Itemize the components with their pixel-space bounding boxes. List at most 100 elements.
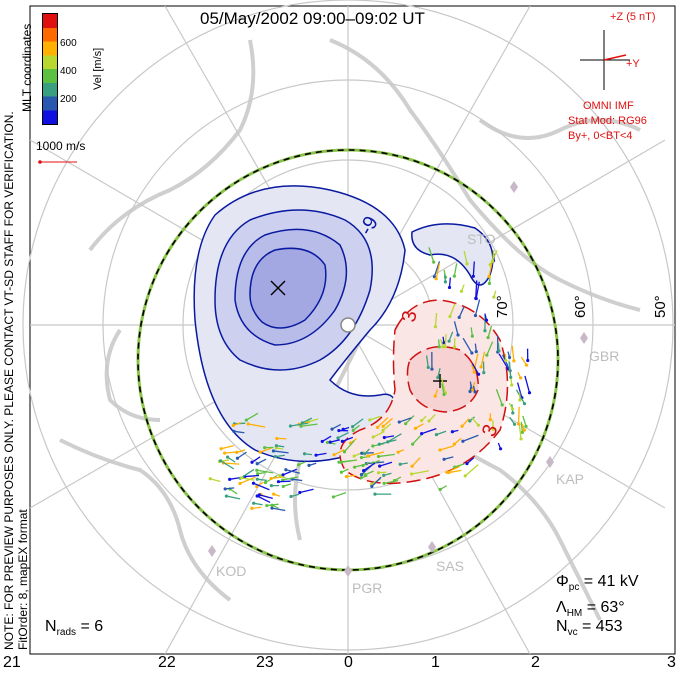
velocity-vector-origin (281, 473, 285, 477)
velocity-vector (256, 458, 267, 465)
velocity-vector (321, 435, 332, 442)
velocity-vector-origin (228, 477, 232, 481)
velocity-vector-origin (320, 439, 324, 444)
mlt-tick-2: 2 (531, 654, 540, 671)
velocity-vector-origin (398, 462, 402, 466)
velocity-vector (441, 378, 447, 394)
velocity-vector-origin (336, 436, 340, 440)
velocity-vector-origin (223, 451, 227, 455)
velocity-vector-origin (373, 492, 377, 496)
velocity-vector (501, 354, 511, 372)
stat-phi-pc: Φpc = 41 kV (556, 573, 639, 594)
hm-boundary (137, 149, 559, 571)
velocity-vector-origin (344, 475, 349, 479)
velocity-vector (520, 421, 523, 433)
velocity-vector-origin (332, 453, 336, 457)
velocity-vector-origin (460, 424, 464, 428)
velocity-vector (516, 382, 523, 398)
velocity-vector-origin (271, 449, 276, 453)
velocity-vectors (208, 247, 532, 512)
velocity-vector-origin (273, 455, 277, 459)
velocity-vector (273, 450, 289, 454)
velocity-vector-origin (339, 460, 343, 464)
station-sas: SAS (436, 558, 465, 574)
velocity-vector-origin (252, 501, 256, 505)
velocity-vector (352, 418, 364, 428)
station-kap: KAP (556, 471, 585, 487)
velocity-vector (448, 277, 451, 288)
velocity-vector (462, 434, 479, 442)
velocity-vector (489, 250, 498, 266)
mlt-tick-1: 1 (431, 654, 440, 671)
velocity-vector-origin (433, 325, 438, 329)
velocity-vector-origin (465, 262, 469, 266)
velocity-vector (371, 476, 382, 487)
imf-z-label: +Z (5 nT) (610, 11, 656, 23)
velocity-vector-origin (359, 473, 364, 477)
velocity-vector-origin (434, 433, 439, 437)
velocity-vector-origin (288, 424, 293, 428)
velocity-vector (444, 334, 447, 347)
stat-n-rads-value: = 6 (80, 618, 104, 635)
velocity-vector-origin (485, 353, 489, 357)
velocity-vector-origin (512, 359, 516, 363)
velocity-vector-origin (328, 440, 332, 444)
velocity-vector (508, 361, 512, 378)
velocity-vector-origin (497, 349, 501, 353)
velocity-vector-origin (404, 422, 408, 426)
velocity-vector (491, 250, 495, 262)
velocity-vector-origin (378, 464, 382, 468)
velocity-vector-origin (459, 289, 464, 293)
velocity-vector (285, 469, 301, 474)
velocity-vector-origin (300, 421, 304, 425)
velocity-vector-origin (476, 423, 480, 427)
negative-cell (193, 185, 494, 463)
imf-model: Stat Mod: RG96 (568, 115, 647, 127)
velocity-vector-origin (473, 313, 478, 318)
velocity-vector-origin (500, 403, 504, 407)
velocity-vector-origin (483, 329, 487, 333)
velocity-vector (383, 479, 399, 485)
velocity-vector-origin (442, 392, 446, 397)
velocity-vector-origin (432, 260, 436, 264)
velocity-vector (448, 331, 454, 342)
velocity-vector-origin (342, 450, 347, 454)
velocity-vector (425, 355, 429, 368)
velocity-vector-origin (447, 285, 452, 290)
velocity-vector (471, 417, 479, 426)
velocity-vector-origin (420, 431, 424, 436)
velocity-vector (384, 435, 395, 439)
velocity-vector-origin (351, 425, 355, 429)
fitorder-note: FitOrder: 8, mapEX format (16, 509, 30, 650)
velocity-vector (256, 469, 274, 474)
velocity-vector (387, 433, 402, 443)
velocity-vector (454, 463, 465, 468)
velocity-vector-origin (473, 390, 477, 394)
velocity-vector-origin (470, 388, 474, 392)
velocity-vector-origin (438, 448, 442, 452)
stat-lambda-hm: ΛHM = 63° (556, 599, 625, 620)
velocity-vector (446, 465, 461, 473)
map-frame (29, 5, 676, 655)
velocity-vector (377, 417, 389, 428)
velocity-vector (271, 476, 284, 480)
velocity-vector-origin (519, 376, 523, 380)
velocity-vector-origin (257, 493, 261, 497)
velocity-vector (343, 440, 355, 453)
velocity-vector (475, 281, 480, 299)
colorbar-tick-600: 600 (60, 38, 77, 49)
velocity-vector-origin (443, 345, 447, 349)
velocity-vector-origin (490, 259, 495, 263)
velocity-vector-origin (298, 490, 302, 495)
velocity-vector-origin (443, 280, 448, 284)
velocity-vector (453, 321, 459, 336)
velocity-vector-origin (516, 422, 521, 426)
velocity-vector-origin (269, 483, 273, 488)
velocity-vector-origin (437, 345, 441, 349)
velocity-vector-origin (251, 481, 256, 485)
velocity-vector-origin (484, 318, 489, 322)
preview-note: NOTE: FOR PREVIEW PURPOSES ONLY. PLEASE … (2, 111, 16, 650)
velocity-vector-origin (396, 450, 400, 454)
velocity-vector-origin (509, 375, 513, 379)
station-kod: KOD (216, 563, 247, 579)
